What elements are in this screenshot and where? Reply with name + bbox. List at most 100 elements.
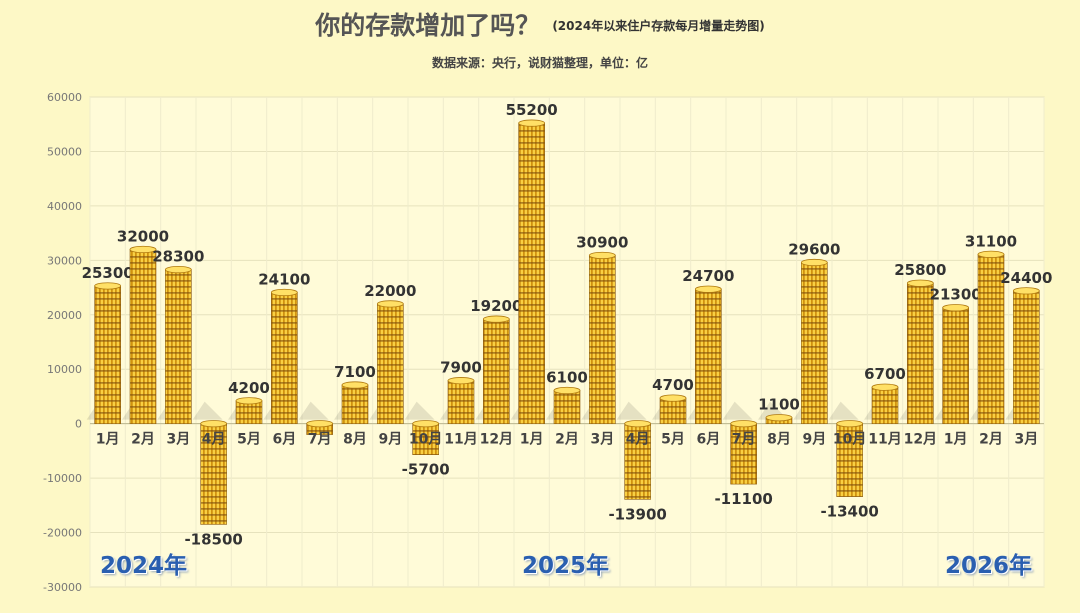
data-label: -11100 <box>714 490 772 508</box>
x-tick-label: 1月 <box>96 432 120 448</box>
coin-top <box>306 420 334 428</box>
x-tick-label: 8月 <box>343 432 367 448</box>
bar-shadow <box>298 401 329 420</box>
data-label: 6700 <box>864 365 906 383</box>
data-label: 30900 <box>576 233 628 251</box>
year-label-2026: 2026年 <box>945 553 1033 579</box>
data-label: 7100 <box>334 363 376 381</box>
coin-top <box>200 420 228 428</box>
bar-coin-stack <box>404 401 440 455</box>
bar-coin-stack <box>546 386 581 424</box>
x-tick-label: 2月 <box>555 432 579 448</box>
y-tick-label: 30000 <box>47 254 82 267</box>
bar-coin-stack <box>86 282 122 424</box>
x-tick-label: 8月 <box>767 432 791 448</box>
bar-coin-stack <box>157 265 192 424</box>
data-label: 24400 <box>1000 269 1052 287</box>
x-tick-label: 1月 <box>520 432 544 448</box>
bar-coin-stack <box>899 279 934 424</box>
bar <box>624 423 651 500</box>
coin-top <box>588 251 616 260</box>
bar-coin-stack <box>616 401 652 500</box>
x-tick-label: 2月 <box>131 432 155 448</box>
bar <box>977 254 1005 424</box>
data-label: 19200 <box>470 297 522 315</box>
bar <box>1013 290 1040 424</box>
bar <box>271 292 298 424</box>
x-tick-label: 7月 <box>308 432 332 448</box>
data-label: 24700 <box>682 267 734 285</box>
data-label: -5700 <box>402 461 450 479</box>
year-label-2024: 2024年 <box>100 553 188 579</box>
coin-top <box>164 265 192 274</box>
data-label: 28300 <box>152 248 204 266</box>
bar <box>165 269 192 424</box>
x-tick-label: 12月 <box>480 432 513 448</box>
bar-coin-stack <box>228 397 263 424</box>
x-tick-label: 2月 <box>979 432 1003 448</box>
x-tick-label: 6月 <box>272 432 296 448</box>
bar-shadow <box>722 401 753 420</box>
coin-top <box>836 420 864 428</box>
bar <box>200 423 227 525</box>
x-tick-label: 11月 <box>868 432 901 448</box>
bar-shadow <box>404 401 435 420</box>
data-label: 22000 <box>364 282 416 300</box>
bar-coin-stack <box>828 401 864 497</box>
x-tick-label: 11月 <box>444 432 477 448</box>
bar <box>341 384 369 424</box>
title-row: 你的存款增加了吗？ (2024年以来住户存款每月增量走势图) <box>0 6 1080 42</box>
data-source: 数据来源：央行，说财猫整理，单位：亿 <box>431 56 648 70</box>
bar-coin-stack <box>122 245 157 424</box>
coin-top <box>624 420 652 428</box>
coin-top <box>341 381 369 389</box>
x-tick-label: 6月 <box>696 432 720 448</box>
x-tick-label: 12月 <box>904 432 937 448</box>
coin-top <box>1012 287 1040 295</box>
coin-top <box>871 383 899 391</box>
data-label: 32000 <box>117 227 169 245</box>
coin-top <box>906 279 934 287</box>
coin-top <box>412 420 440 428</box>
data-label: 1100 <box>758 396 800 414</box>
x-tick-label: 3月 <box>1014 432 1038 448</box>
y-tick-label: 0 <box>75 418 82 431</box>
chart-title: 你的存款增加了吗？ <box>315 11 541 40</box>
bar-coin-stack <box>687 285 722 424</box>
bar-coin-stack <box>722 401 758 485</box>
data-label: 6100 <box>546 368 588 386</box>
data-label: -13900 <box>608 505 666 523</box>
bar <box>589 255 616 424</box>
bar <box>871 386 899 424</box>
bar-coin-stack <box>298 401 334 435</box>
data-label: -13400 <box>820 503 878 521</box>
bar-coin-stack <box>581 251 616 424</box>
bar-coin-stack <box>970 250 1005 424</box>
coin-top <box>730 420 758 428</box>
coin-top <box>482 315 510 323</box>
bar-coin-stack <box>263 288 298 424</box>
x-tick-label: 10月 <box>409 432 442 448</box>
x-tick-label: 4月 <box>626 432 650 448</box>
y-tick-label: 40000 <box>47 200 82 213</box>
bar <box>907 282 934 424</box>
bar <box>942 307 969 424</box>
bar-coin-stack <box>864 383 899 424</box>
year-label-2025: 2025年 <box>522 553 610 579</box>
coin-top <box>553 386 581 395</box>
x-tick-label: 3月 <box>166 432 190 448</box>
y-tick-label: -20000 <box>43 527 82 540</box>
bar <box>94 285 121 424</box>
data-label: 24100 <box>258 270 310 288</box>
y-tick-label: 60000 <box>47 91 82 104</box>
bar-coin-stack <box>334 381 369 424</box>
bar <box>836 423 863 497</box>
coin-top <box>765 414 793 422</box>
coin-top <box>235 397 263 405</box>
coin-top <box>518 119 546 127</box>
bar-coin-stack <box>758 401 793 424</box>
coin-top <box>376 300 404 308</box>
bar <box>518 122 545 424</box>
data-label: 55200 <box>506 101 558 119</box>
bar-coin-stack <box>1005 287 1040 424</box>
